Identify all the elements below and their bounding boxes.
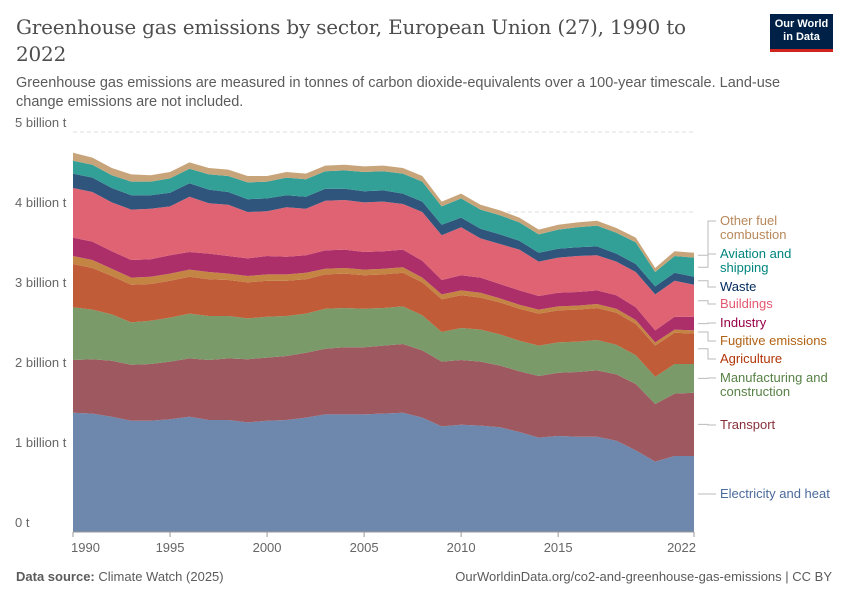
legend-label[interactable]: Transport bbox=[720, 417, 776, 432]
area-transport bbox=[73, 344, 694, 462]
y-tick-label: 3 billion t bbox=[15, 275, 67, 290]
y-tick-label: 0 t bbox=[15, 515, 30, 530]
legend-connector bbox=[698, 322, 716, 325]
area-waste bbox=[73, 173, 694, 295]
legend-label[interactable]: Electricity and heat bbox=[720, 486, 830, 501]
x-tick-label: 2010 bbox=[447, 540, 476, 555]
x-tick-label: 1995 bbox=[156, 540, 185, 555]
legend-label[interactable]: combustion bbox=[720, 227, 786, 242]
legend-connector bbox=[698, 331, 716, 342]
owid-logo[interactable]: Our World in Data bbox=[770, 14, 833, 52]
legend-label[interactable]: Industry bbox=[720, 315, 767, 330]
legend-label[interactable]: Waste bbox=[720, 279, 756, 294]
source-label: Data source: bbox=[16, 569, 95, 584]
data-source: Data source: Climate Watch (2025) bbox=[16, 569, 224, 584]
y-tick-label: 5 billion t bbox=[15, 115, 67, 130]
chart-subtitle: Greenhouse gas emissions are measured in… bbox=[16, 75, 781, 110]
area-fugitive-emissions bbox=[73, 256, 694, 346]
legend-connector bbox=[698, 220, 716, 256]
area-buildings bbox=[73, 188, 694, 331]
legend-connector bbox=[698, 280, 716, 288]
footer-url-license[interactable]: OurWorldinData.org/co2-and-greenhouse-ga… bbox=[455, 569, 832, 584]
area-agriculture bbox=[73, 264, 694, 377]
x-tick-label: 2022 bbox=[667, 540, 696, 555]
legend-label[interactable]: Buildings bbox=[720, 296, 773, 311]
x-tick-label: 2000 bbox=[253, 540, 282, 555]
legend-connector bbox=[698, 300, 716, 305]
legend-label[interactable]: Manufacturing and bbox=[720, 370, 828, 385]
area-manufacturing-and-construction bbox=[73, 306, 694, 404]
source-value[interactable]: Climate Watch (2025) bbox=[98, 569, 224, 584]
legend-connector bbox=[698, 253, 716, 268]
y-tick-label: 1 billion t bbox=[15, 435, 67, 450]
x-tick-label: 1990 bbox=[71, 540, 100, 555]
x-tick-label: 2015 bbox=[544, 540, 573, 555]
legend-label[interactable]: construction bbox=[720, 384, 790, 399]
legend-label[interactable]: Other fuel bbox=[720, 213, 777, 228]
area-electricity-and-heat bbox=[73, 412, 694, 532]
x-tick-label: 2005 bbox=[350, 540, 379, 555]
area-industry bbox=[73, 237, 694, 343]
legend-label[interactable]: Fugitive emissions bbox=[720, 333, 827, 348]
legend-label[interactable]: shipping bbox=[720, 260, 768, 275]
area-aviation-and-shipping bbox=[73, 160, 694, 287]
chart-title: Greenhouse gas emissions by sector, Euro… bbox=[16, 15, 686, 66]
legend-connector bbox=[698, 423, 716, 426]
legend-label[interactable]: Agriculture bbox=[720, 351, 782, 366]
legend-label[interactable]: Aviation and bbox=[720, 246, 791, 261]
legend-connector bbox=[698, 348, 716, 360]
y-tick-label: 4 billion t bbox=[15, 195, 67, 210]
y-tick-label: 2 billion t bbox=[15, 355, 67, 370]
